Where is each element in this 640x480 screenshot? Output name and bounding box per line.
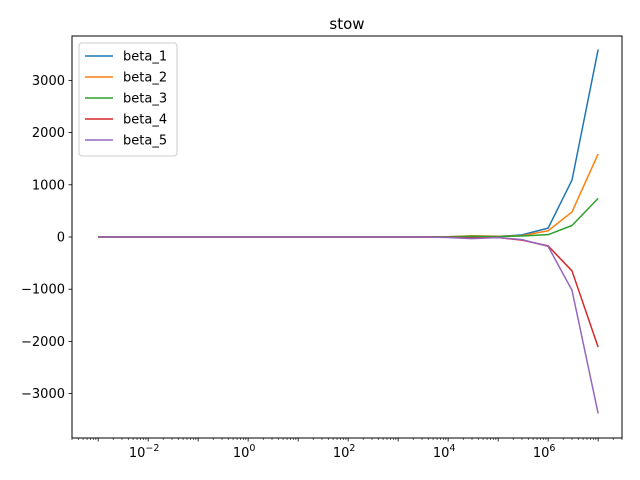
plot-frame: [71, 35, 623, 439]
x-tick-label: 104: [433, 443, 456, 461]
x-tick-label: 10−2: [129, 443, 160, 461]
chart-title: stow: [329, 15, 364, 33]
y-tick-label: −3000: [21, 387, 65, 402]
x-tick-label: 102: [333, 443, 356, 461]
y-tick-label: 1000: [32, 178, 65, 193]
y-axis: −3000 −2000 −1000 0 1000 2000 3000: [21, 74, 72, 402]
y-tick-label: 3000: [32, 74, 65, 89]
x-tick-label: 106: [533, 443, 556, 461]
series-line-beta-3: [98, 197, 599, 238]
series-line-beta-2: [98, 153, 599, 238]
series-line-beta-5: [98, 236, 599, 414]
legend-label-beta-3: beta_3: [123, 92, 167, 107]
series-line-beta-4: [98, 236, 599, 348]
series-layer: [98, 49, 599, 414]
y-tick-label: −2000: [21, 335, 65, 350]
y-tick-label: −1000: [21, 283, 65, 298]
x-tick-label: 100: [233, 443, 256, 461]
y-tick-label: 0: [57, 231, 65, 246]
legend-label-beta-1: beta_1: [123, 50, 167, 65]
legend-label-beta-5: beta_5: [123, 134, 167, 149]
legend-label-beta-2: beta_2: [123, 71, 167, 86]
x-axis: 10−2 100 102 104 106: [71, 438, 623, 461]
legend-label-beta-4: beta_4: [123, 113, 167, 128]
legend: beta_1 beta_2 beta_3 beta_4 beta_5: [78, 42, 178, 157]
y-tick-label: 2000: [32, 126, 65, 141]
legend-box: [78, 42, 178, 157]
